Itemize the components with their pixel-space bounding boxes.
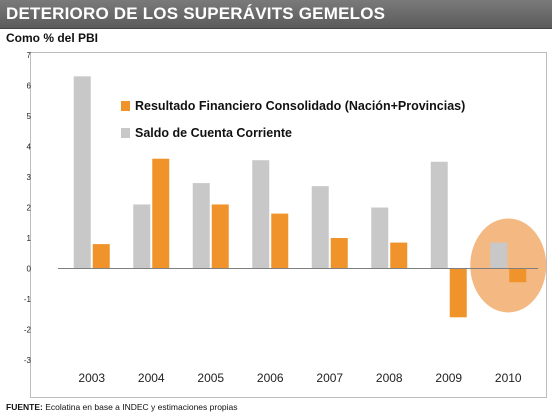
y-tick-label: 2 (27, 204, 32, 213)
x-tick-label: 2005 (197, 371, 224, 385)
y-tick-label: -2 (24, 326, 32, 335)
bar-saldo-2007 (311, 186, 329, 269)
bar-saldo-2003 (73, 76, 91, 269)
bar-resultado-2008 (390, 242, 408, 269)
x-tick-label: 2008 (376, 371, 403, 385)
bar-saldo-2010 (490, 242, 508, 269)
y-tick-label: -1 (24, 295, 32, 304)
bar-resultado-2004 (152, 158, 170, 269)
x-tick-label: 2004 (138, 371, 165, 385)
chart-title: DETERIORO DE LOS SUPERÁVITS GEMELOS (6, 4, 386, 23)
bar-saldo-2004 (133, 204, 151, 269)
bar-resultado-2005 (211, 204, 229, 269)
legend-label: Resultado Financiero Consolidado (Nación… (135, 99, 465, 113)
source-text: Ecolatina en base a INDEC y estimaciones… (45, 402, 238, 412)
y-tick-label: 7 (27, 51, 32, 60)
x-tick-label: 2010 (495, 371, 522, 385)
bar-saldo-2005 (192, 183, 210, 269)
legend-swatch (121, 128, 130, 138)
y-tick-label: 6 (27, 82, 32, 91)
source-label: FUENTE: (6, 402, 43, 412)
bar-resultado-2010 (509, 268, 527, 283)
bar-saldo-2009 (430, 161, 448, 269)
x-tick-label: 2006 (257, 371, 284, 385)
legend-label: Saldo de Cuenta Corriente (135, 126, 292, 140)
x-tick-label: 2007 (316, 371, 343, 385)
source-note: FUENTE: Ecolatina en base a INDEC y esti… (6, 402, 238, 412)
bar-resultado-2003 (92, 244, 110, 269)
title-bar: DETERIORO DE LOS SUPERÁVITS GEMELOS (0, 0, 552, 29)
legend-swatch (121, 101, 130, 111)
y-tick-label: 5 (27, 112, 32, 121)
y-tick-label: 0 (27, 265, 32, 274)
y-axis-unit-label: Como % del PBI (6, 31, 99, 45)
x-tick-label: 2003 (78, 371, 105, 385)
bar-resultado-2007 (330, 238, 348, 269)
chart-frame (30, 52, 547, 398)
bar-saldo-2006 (252, 160, 270, 269)
y-tick-label: 3 (27, 173, 32, 182)
bar-resultado-2006 (271, 213, 289, 269)
y-tick-label: -3 (24, 356, 32, 365)
highlight-circle (470, 218, 547, 313)
y-tick-label: 1 (27, 234, 32, 243)
bar-resultado-2009 (449, 268, 467, 318)
x-tick-label: 2009 (435, 371, 462, 385)
bar-saldo-2008 (371, 207, 389, 269)
y-tick-label: 4 (27, 143, 32, 152)
